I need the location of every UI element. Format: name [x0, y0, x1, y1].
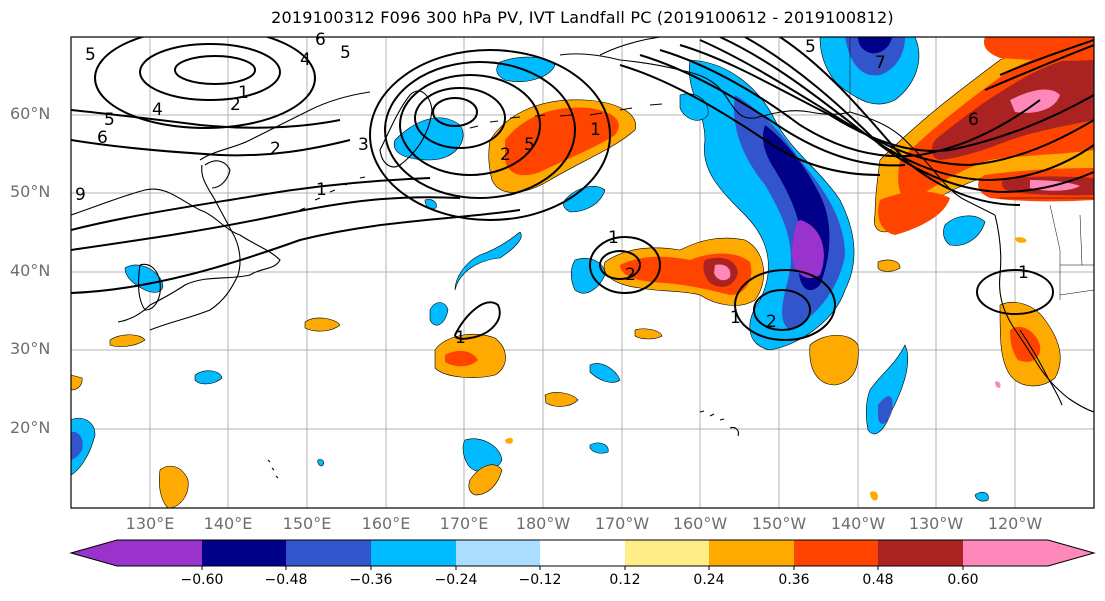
colorbar-tick-label: −0.48 [264, 572, 308, 588]
contour-label-group: 5 6 5 4 5 1 2 4 5 6 2 3 1 9 1 1 2 1 2 1 … [75, 30, 1029, 348]
colorbar-tick-label: 0.60 [947, 572, 979, 588]
contour-label: 1 [608, 228, 619, 248]
contour-label: 5 [104, 110, 115, 130]
contour-label: 1 [730, 308, 741, 328]
lon-label: 150°E [282, 514, 332, 533]
contour-label: 5 [805, 37, 816, 57]
contour-label: 2 [500, 145, 511, 165]
contour-label: 1 [316, 180, 327, 200]
colorbar-tick-label: −0.12 [518, 572, 562, 588]
lon-label: 130°E [125, 514, 175, 533]
lon-label: 120°W [987, 514, 1043, 533]
contour-label: 5 [85, 45, 96, 65]
lon-label: 140°W [830, 514, 886, 533]
contour-label: 9 [75, 185, 86, 205]
contour-label: 1 [590, 120, 601, 140]
colorbar-tick-label: −0.60 [180, 572, 224, 588]
lat-label: 60°N [10, 104, 51, 123]
lon-label: 160°E [361, 514, 411, 533]
contour-label: 4 [152, 100, 163, 120]
lat-label: 40°N [10, 261, 51, 280]
ivt-negative-shading [71, 37, 1094, 502]
lon-label: 170°W [594, 514, 650, 533]
lat-label: 50°N [10, 182, 51, 201]
contour-label: 2 [230, 95, 241, 115]
coastlines [71, 37, 1094, 479]
lon-label: 160°W [672, 514, 728, 533]
lon-label: 150°W [751, 514, 807, 533]
lat-label: 30°N [10, 339, 51, 358]
colorbar-tick-label: 0.24 [693, 572, 725, 588]
contour-label: 4 [300, 50, 311, 70]
colorbar-tick-label: 0.48 [862, 572, 894, 588]
contour-label: 6 [968, 110, 979, 130]
colorbar-tick-label: 0.36 [778, 572, 810, 588]
contour-label: 2 [625, 265, 636, 285]
lon-label: 170°E [439, 514, 489, 533]
contour-label: 1 [1018, 263, 1029, 283]
lon-label: 130°W [908, 514, 964, 533]
colorbar-tick-label: 0.12 [609, 572, 641, 588]
political-borders [849, 37, 1094, 300]
pv-contours [71, 37, 1094, 341]
contour-label: 5 [340, 43, 351, 63]
contour-label: 2 [270, 139, 281, 159]
lon-label: 180°W [515, 514, 571, 533]
colorbar-tick-label: −0.24 [434, 572, 478, 588]
colorbar-tick-label: −0.36 [349, 572, 393, 588]
contour-label: 3 [358, 135, 369, 155]
contour-label: 7 [875, 53, 886, 73]
map-title: 2019100312 F096 300 hPa PV, IVT Landfall… [271, 8, 894, 27]
contour-label: 1 [238, 83, 249, 103]
lon-label: 140°E [203, 514, 253, 533]
contour-label: 5 [524, 135, 535, 155]
contour-label: 6 [97, 128, 108, 148]
contour-label: 1 [455, 328, 466, 348]
map-frame [70, 36, 1095, 509]
lat-label: 20°N [10, 418, 51, 437]
contour-label: 2 [766, 312, 777, 332]
contour-label: 6 [315, 30, 326, 50]
